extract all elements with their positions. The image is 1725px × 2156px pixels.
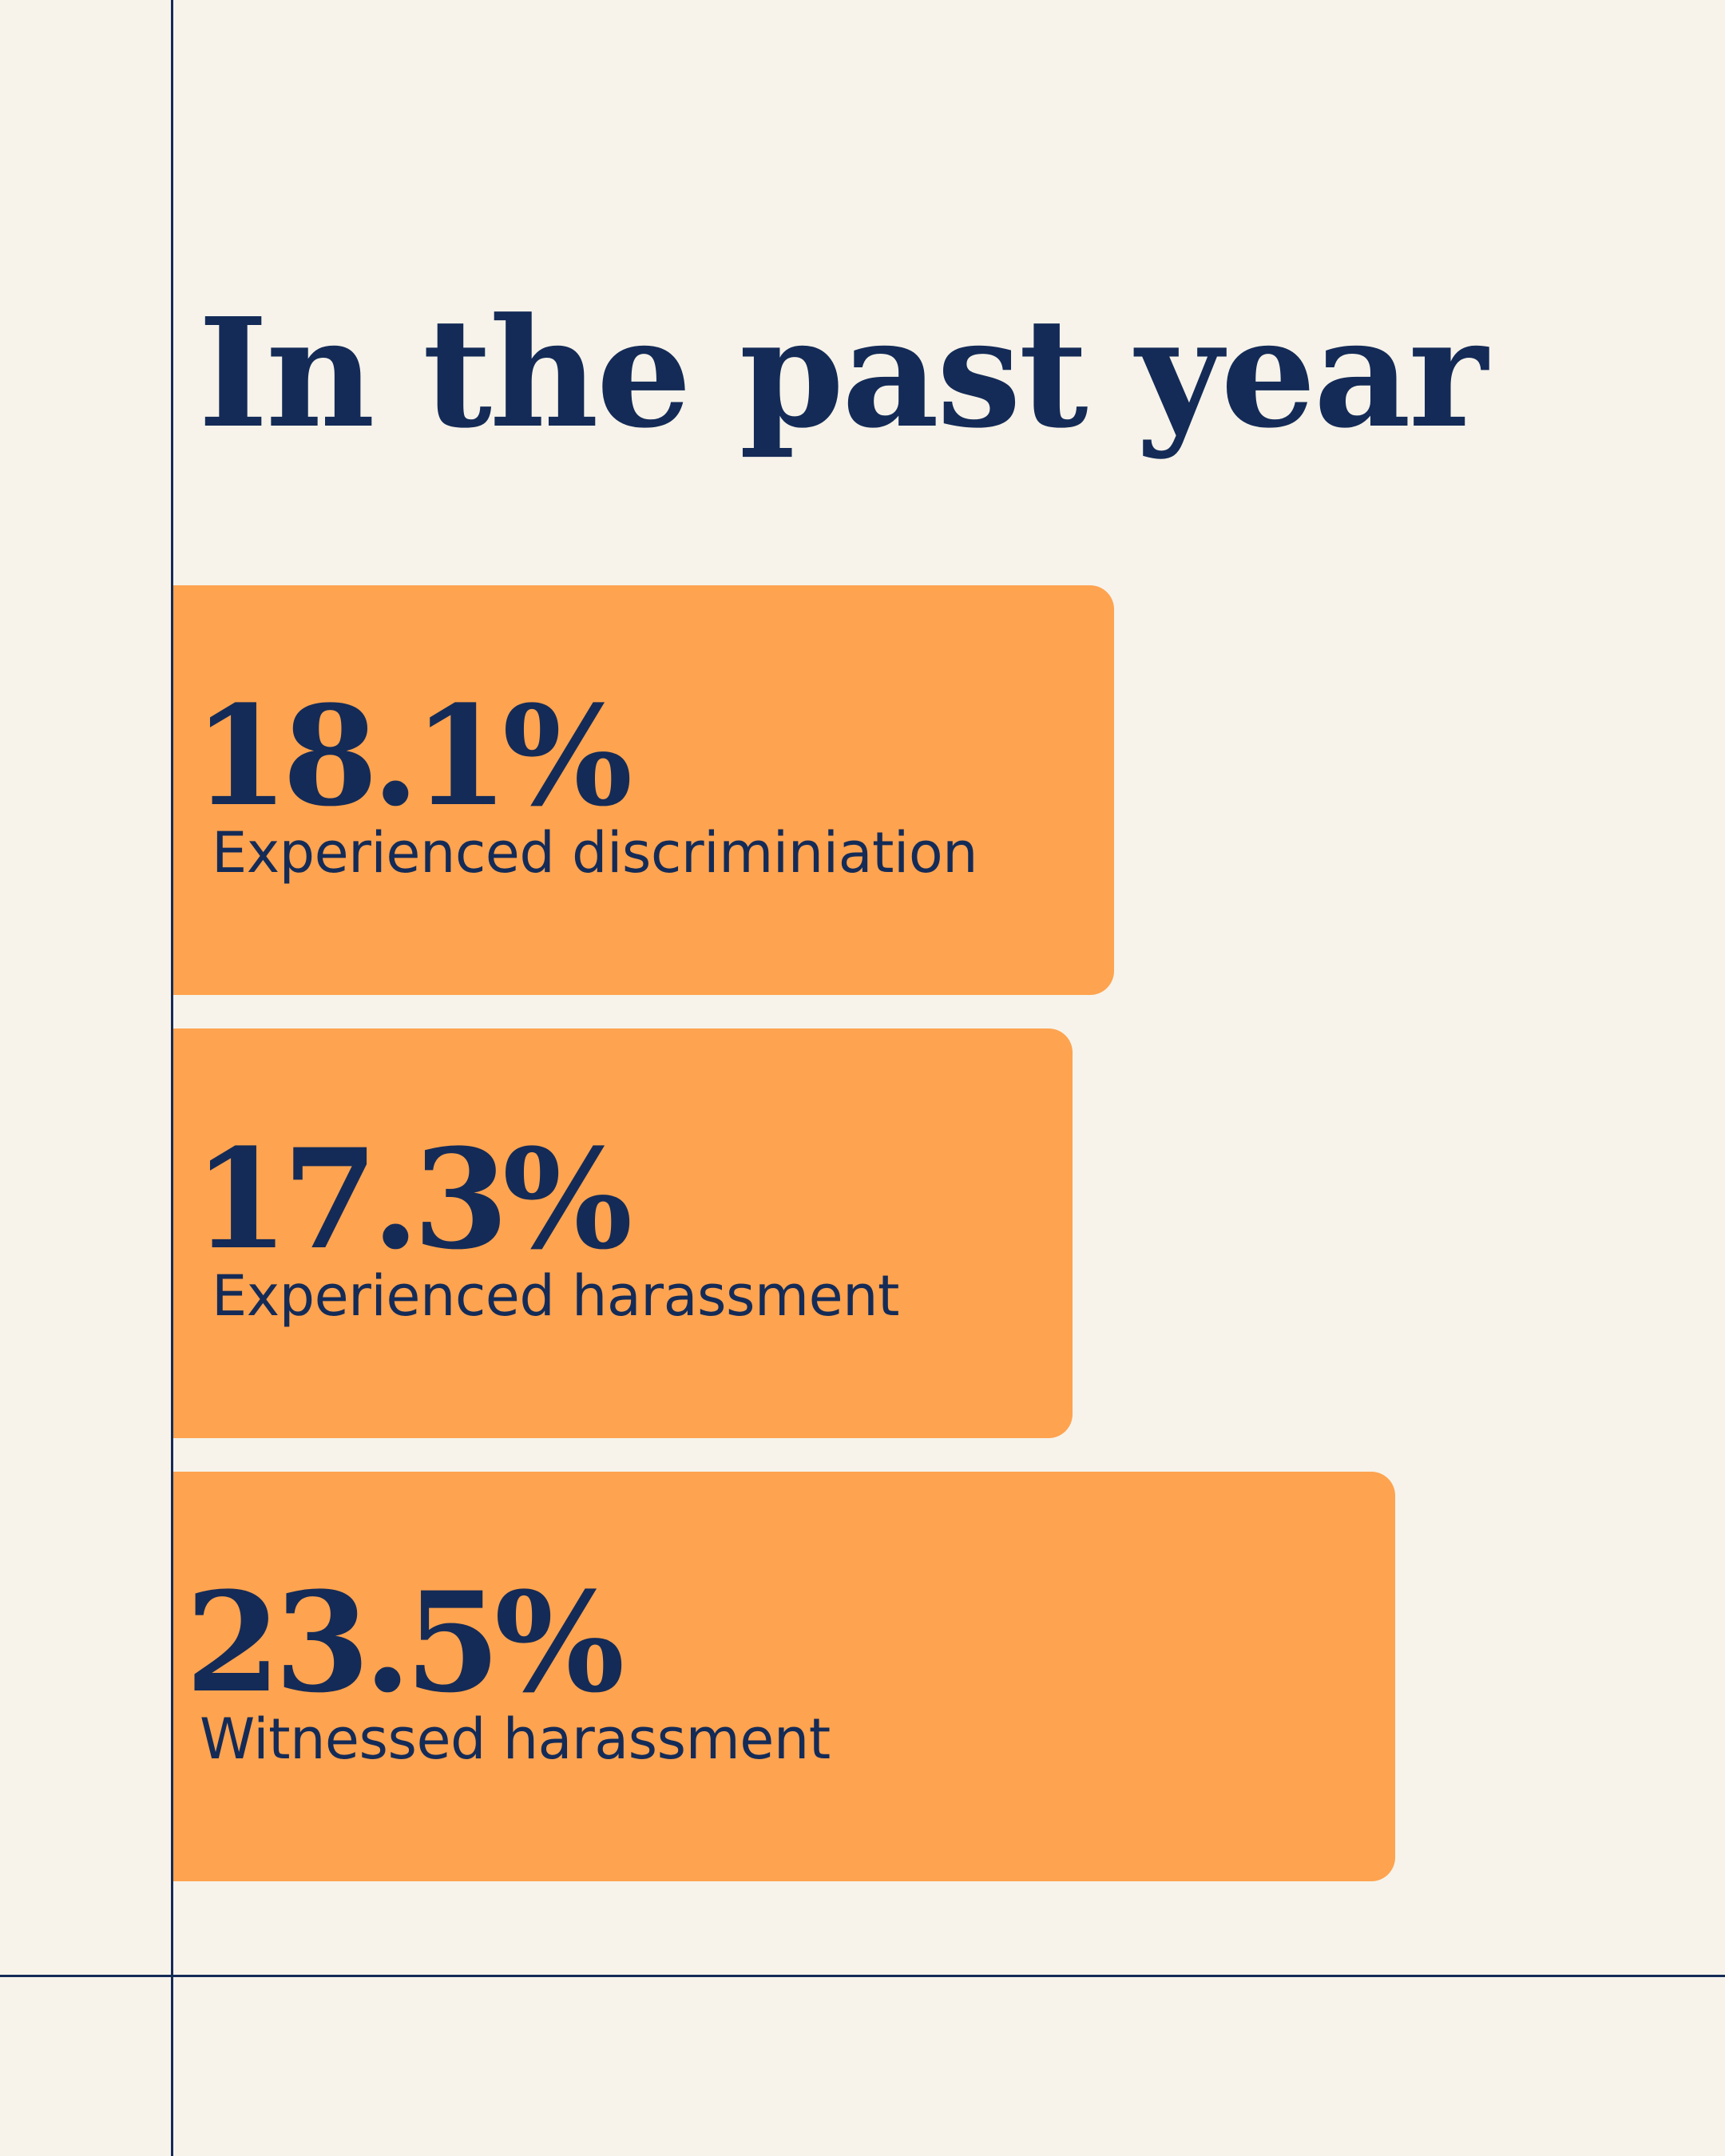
horizontal-axis-line (0, 1975, 1725, 1977)
vertical-axis-line (171, 0, 173, 2156)
bar-category-label: Experienced harassment (212, 1263, 900, 1329)
bar-experienced-discrimination (173, 585, 1114, 995)
bar-value-label: 18.1% (193, 675, 632, 837)
bar-value-label: 17.3% (193, 1118, 632, 1280)
bar-witnessed-harassment (173, 1472, 1395, 1881)
chart-title: In the past year (198, 285, 1488, 462)
bar-category-label: Witnessed harassment (200, 1706, 831, 1772)
bar-value-label: 23.5% (185, 1561, 625, 1723)
bar-category-label: Experienced discriminiation (212, 820, 978, 886)
bar-experienced-harassment (173, 1028, 1073, 1438)
